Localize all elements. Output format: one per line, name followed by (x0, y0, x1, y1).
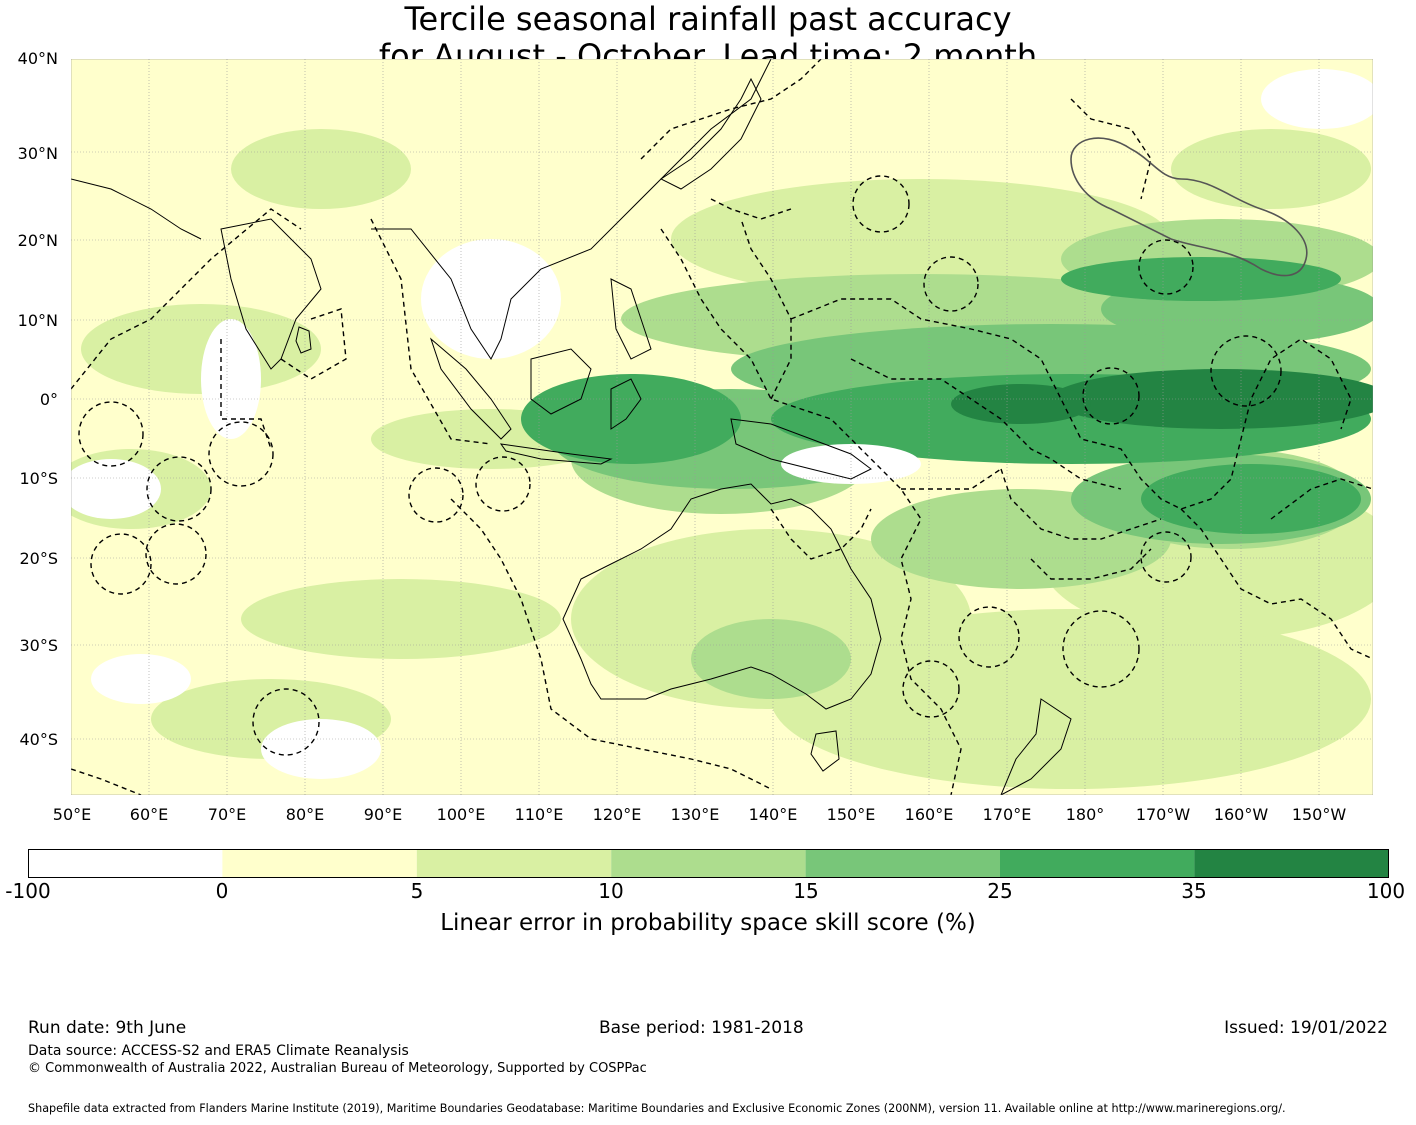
skill-score-map (71, 59, 1373, 795)
colorbar-tick-35: 35 (1181, 879, 1207, 903)
colorbar-swatch-5-10 (416, 849, 612, 878)
lon-label-70e: 70°E (207, 805, 247, 824)
coastline-tasmania (810, 730, 840, 772)
lon-label-60e: 60°E (129, 805, 169, 824)
lon-label-160e: 160°E (904, 805, 954, 824)
coastline-india (220, 218, 322, 370)
coastline-sulawesi (610, 378, 642, 430)
colorbar (28, 849, 1389, 878)
skill-pattern-negative (71, 69, 1373, 779)
lon-label-150w: 150°W (1291, 805, 1347, 824)
lon-label-120e: 120°E (592, 805, 642, 824)
colorbar-label: Linear error in probability space skill … (440, 910, 976, 936)
hawaii-eez-outline (1070, 137, 1308, 277)
lon-label-170e: 170°E (982, 805, 1032, 824)
lon-label-140e: 140°E (748, 805, 798, 824)
colorbar-swatch-25-35 (1000, 849, 1195, 878)
coastline-java (499, 443, 613, 465)
lon-label-50e: 50°E (52, 805, 92, 824)
lat-label-10s: 10°S (19, 469, 58, 488)
lat-label-20n: 20°N (17, 231, 58, 250)
lon-label-110e: 110°E (514, 805, 564, 824)
coastline-borneo (530, 348, 592, 415)
colorbar-tick-25: 25 (987, 879, 1013, 903)
lat-label-30n: 30°N (17, 144, 58, 163)
data-source: Data source: ACCESS-S2 and ERA5 Climate … (28, 1043, 409, 1059)
lat-label-40s: 40°S (19, 730, 58, 749)
colorbar-swatch-neg100-0 (28, 849, 223, 878)
lon-label-180: 180° (1065, 805, 1105, 824)
lon-label-90e: 90°E (363, 805, 403, 824)
colorbar-tick-10: 10 (598, 879, 624, 903)
coastline-arabia (71, 178, 202, 240)
lon-label-160w: 160°W (1213, 805, 1269, 824)
coastline-japan (660, 77, 762, 190)
coastline-mainland-asia (371, 59, 772, 360)
coastline-new-zealand (1000, 698, 1072, 795)
copyright-notice: © Commonwealth of Australia 2022, Austra… (28, 1061, 647, 1076)
coastline-sri-lanka (295, 326, 312, 354)
lat-label-40n: 40°N (17, 49, 58, 68)
map-title-line-1: Tercile seasonal rainfall past accuracy (404, 0, 1012, 38)
lat-label-30s: 30°S (19, 636, 58, 655)
base-period: Base period: 1981-2018 (599, 1018, 804, 1038)
lon-label-130e: 130°E (670, 805, 720, 824)
lat-label-20s: 20°S (19, 549, 58, 568)
colorbar-tick-5: 5 (410, 879, 424, 903)
lat-label-10n: 10°N (17, 311, 58, 330)
coastline-australia (562, 483, 882, 710)
lon-label-150e: 150°E (826, 805, 876, 824)
colorbar-tick-100: 100 (1366, 879, 1406, 903)
lon-label-100e: 100°E (436, 805, 486, 824)
coastline-sumatra (429, 337, 512, 440)
colorbar-swatch-0-5 (222, 849, 417, 878)
lat-label-0: 0° (39, 390, 58, 409)
coastlines (71, 59, 1072, 795)
colorbar-tick-0: 0 (215, 879, 229, 903)
lon-label-170w: 170°W (1135, 805, 1191, 824)
lon-label-80e: 80°E (285, 805, 325, 824)
coastline-philippines (610, 278, 652, 360)
issued-date: Issued: 19/01/2022 (1224, 1018, 1388, 1038)
shapefile-credit: Shapefile data extracted from Flanders M… (28, 1102, 1286, 1115)
run-date: Run date: 9th June (28, 1018, 187, 1038)
map-gridlines (71, 59, 1373, 795)
colorbar-swatch-15-25 (805, 849, 1000, 878)
eez-boundaries (71, 59, 1373, 795)
coastline-new-guinea (730, 418, 872, 480)
colorbar-swatch-35-100 (1194, 849, 1389, 878)
colorbar-swatch-10-15 (611, 849, 806, 878)
colorbar-tick-15: 15 (793, 879, 819, 903)
colorbar-tick-neg100: -100 (5, 879, 51, 903)
